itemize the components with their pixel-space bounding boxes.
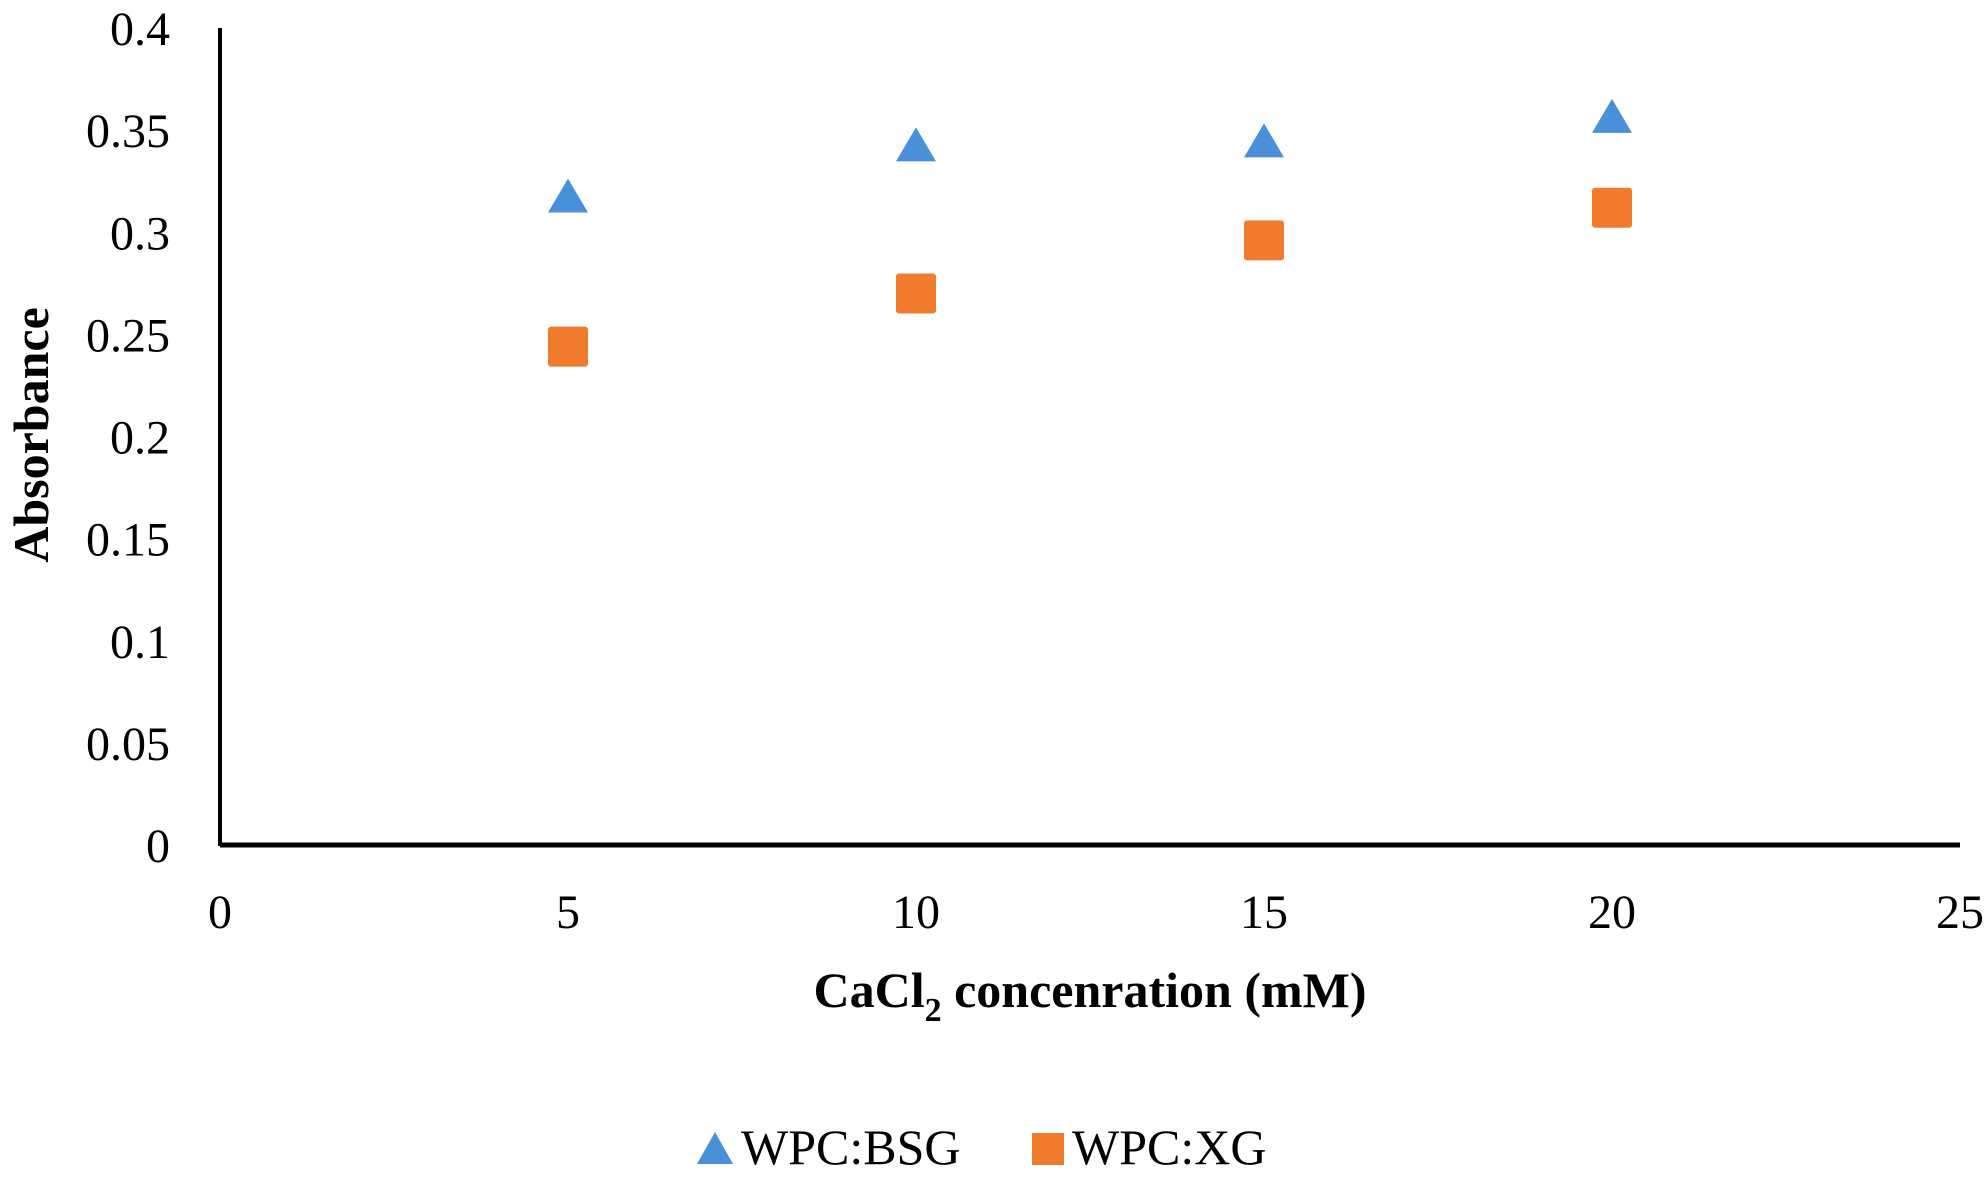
y-tick-label: 0.25 xyxy=(86,309,170,362)
y-tick-label: 0.15 xyxy=(86,514,170,567)
y-tick-label: 0.4 xyxy=(110,3,170,56)
y-tick-label: 0.2 xyxy=(110,412,170,465)
wpc-xg-point xyxy=(896,273,936,314)
legend: WPC:BSG WPC:XG xyxy=(697,1119,1266,1175)
y-axis-ticks: 0 0.05 0.1 0.15 0.2 0.25 0.3 0.35 0.4 xyxy=(86,3,170,873)
legend-label-wpc-xg: WPC:XG xyxy=(1072,1119,1266,1175)
x-tick-label: 25 xyxy=(1936,886,1984,939)
wpc-bsg-point xyxy=(896,127,936,162)
y-axis-title: Absorbance xyxy=(3,307,59,563)
y-tick-label: 0.1 xyxy=(110,616,170,669)
legend-triangle-icon xyxy=(697,1132,733,1164)
wpc-xg-point xyxy=(548,326,588,367)
x-axis-title-rest: concenration (mM) xyxy=(942,962,1367,1018)
wpc-xg-point xyxy=(1592,187,1632,228)
wpc-bsg-point xyxy=(1244,123,1284,158)
y-tick-label: 0.3 xyxy=(110,207,170,260)
x-tick-label: 20 xyxy=(1588,886,1636,939)
x-axis-title-main: CaCl xyxy=(814,962,925,1018)
y-tick-label: 0.35 xyxy=(86,105,170,158)
x-tick-label: 0 xyxy=(208,886,232,939)
legend-square-icon xyxy=(1032,1133,1064,1165)
wpc-bsg-point xyxy=(1592,98,1632,133)
legend-label-wpc-bsg: WPC:BSG xyxy=(741,1119,961,1175)
y-tick-label: 0.05 xyxy=(86,718,170,771)
y-tick-label: 0 xyxy=(146,820,170,873)
x-tick-label: 15 xyxy=(1240,886,1288,939)
wpc-xg-point xyxy=(1244,220,1284,261)
x-axis-title-subscript: 2 xyxy=(925,992,942,1029)
x-tick-label: 10 xyxy=(892,886,940,939)
data-markers xyxy=(548,98,1632,367)
x-tick-label: 5 xyxy=(556,886,580,939)
x-axis-ticks: 0 5 10 15 20 25 xyxy=(208,886,1984,939)
x-axis-title: CaCl2 concenration (mM) xyxy=(814,962,1367,1029)
wpc-bsg-point xyxy=(548,178,588,213)
